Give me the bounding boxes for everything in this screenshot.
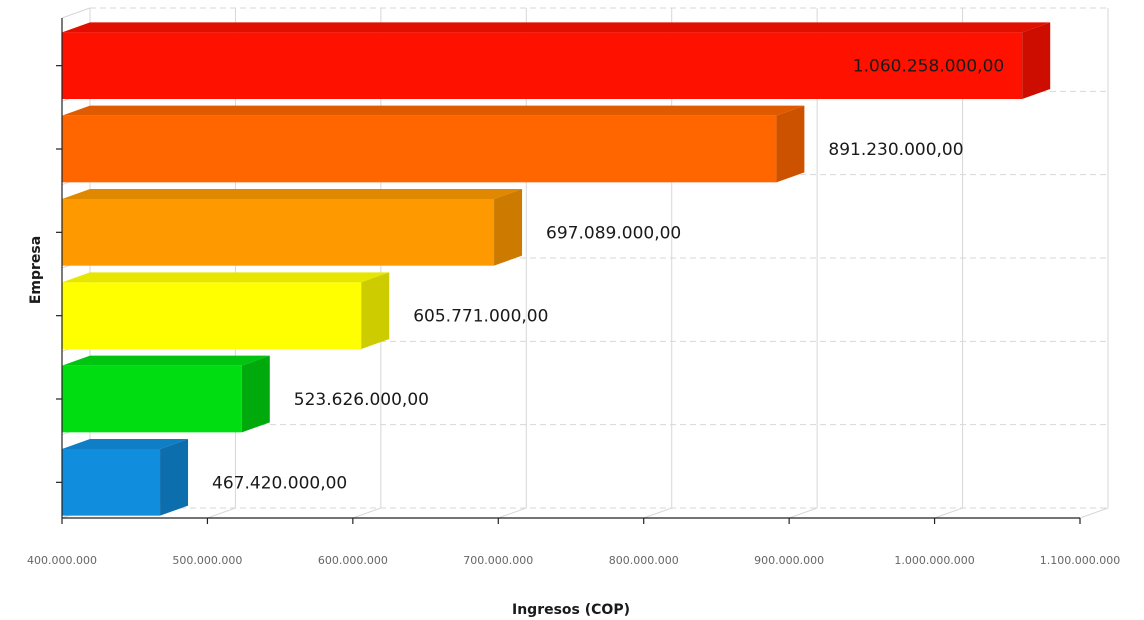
bar-side-face: [494, 189, 523, 266]
x-axis-title: Ingresos (COP): [512, 602, 630, 618]
grid-line-floor: [207, 507, 236, 519]
x-tick-label: 1.000.000.000: [894, 554, 974, 567]
axes: [56, 18, 1080, 519]
grid-line-wall: [61, 7, 91, 19]
grid-line-floor: [934, 507, 963, 519]
grid-line-floor: [352, 507, 382, 519]
bar-value-label: 891.230.000,00: [828, 140, 963, 160]
bar-3: [62, 189, 523, 266]
x-ticks: 400.000.000 500.000.000 600.000.000 700.000…: [27, 518, 1120, 567]
bar-5: [62, 355, 270, 433]
bar-side-face: [160, 439, 189, 516]
bar-top-face: [62, 105, 805, 116]
bar-front-face: [62, 449, 161, 516]
grid-line-floor: [1079, 507, 1109, 519]
grid-line-floor: [788, 507, 818, 519]
y-axis-title: Empresa: [28, 236, 44, 304]
bar-side-face: [1022, 22, 1051, 99]
grid-line-floor: [643, 507, 672, 519]
bar-1: [62, 22, 1051, 100]
bar-value-label: 1.060.258.000,00: [853, 57, 1004, 77]
bar-value-label: 467.420.000,00: [212, 473, 347, 493]
bar-top-face: [62, 439, 189, 449]
grid-line-floor: [498, 507, 527, 519]
bar-4: [62, 272, 390, 349]
bar-front-face: [62, 365, 242, 433]
bar-top-face: [62, 355, 270, 366]
bar-side-face: [361, 272, 390, 349]
bar-top-face: [62, 272, 390, 283]
bar-top-face: [62, 22, 1051, 33]
bar-value-label: 697.089.000,00: [546, 223, 681, 243]
bar-2: [62, 105, 805, 183]
x-tick-label: 700.000.000: [463, 554, 533, 567]
x-tick-label: 900.000.000: [754, 554, 824, 567]
x-tick-label: 600.000.000: [318, 554, 388, 567]
bar-front-face: [62, 115, 777, 183]
bar-front-face: [62, 32, 1023, 100]
bar-top-face: [62, 189, 523, 199]
x-tick-label: 500.000.000: [172, 554, 242, 567]
x-tick-label: 400.000.000: [27, 554, 97, 567]
bar-6: [62, 439, 189, 516]
bar-value-label: 523.626.000,00: [294, 390, 429, 410]
data-labels: 1.060.258.000,00 891.230.000,00 697.089.00…: [212, 57, 1004, 494]
x-tick-label: 800.000.000: [609, 554, 679, 567]
x-tick-label: 1.100.000.000: [1040, 554, 1120, 567]
bar-side-face: [241, 355, 270, 433]
bars: [62, 22, 1051, 516]
bar-front-face: [62, 282, 362, 349]
bar-side-face: [776, 105, 805, 183]
bar-front-face: [62, 199, 495, 266]
bar-value-label: 605.771.000,00: [413, 307, 548, 327]
